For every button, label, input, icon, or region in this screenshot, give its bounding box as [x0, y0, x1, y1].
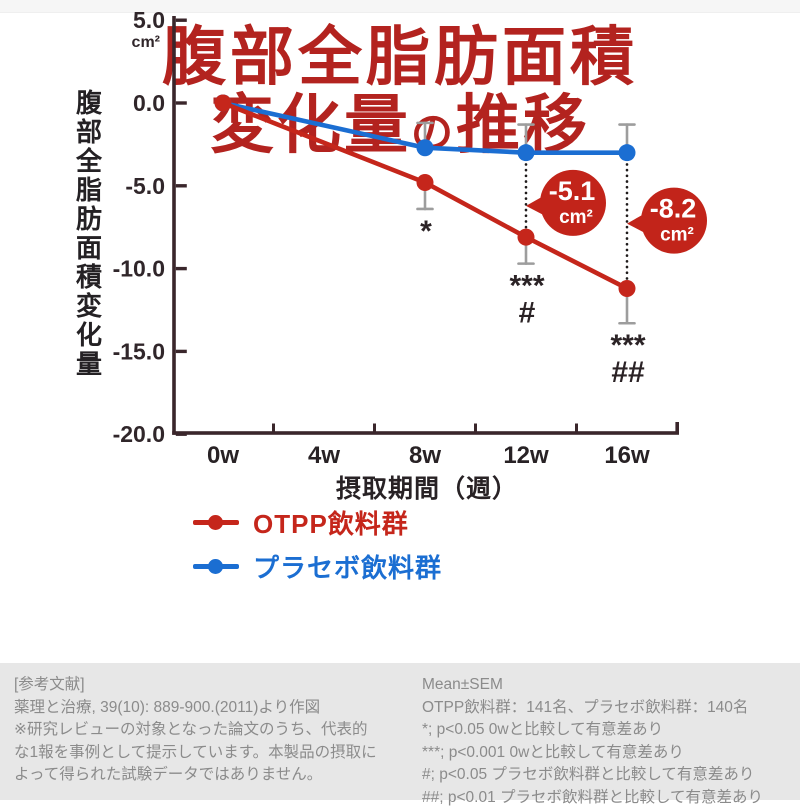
x-tick-label: 0w — [207, 442, 239, 469]
svg-text:全: 全 — [75, 146, 103, 176]
x-tick-label: 8w — [409, 442, 441, 469]
sig-mark: # — [519, 297, 536, 330]
y-tick-labels: 5.0 0.0 -5.0 -10.0 -15.0 -20.0 cm² — [113, 7, 165, 447]
y-axis-tick — [175, 432, 187, 436]
y-tick-label: -20.0 — [113, 421, 165, 447]
svg-text:積: 積 — [76, 262, 102, 292]
footer-references: [参考文献] 薬理と治療, 39(10): 889-900.(2011)より作図… — [14, 676, 377, 783]
title-line-1: 腹部全脂肪面積 — [162, 22, 638, 93]
significance-marks: ****#***## — [420, 215, 646, 389]
y-axis-tick — [175, 266, 187, 271]
data-point — [618, 144, 636, 162]
legend-line-sample — [193, 559, 239, 574]
chart-legend: OTPP飲料群プラセボ飲料群 — [193, 504, 442, 585]
data-point — [416, 173, 434, 191]
footer-stats-notes: Mean±SEM OTPP飲料群：141名、プラセボ飲料群：140名 *; p<… — [422, 676, 764, 806]
x-axis-tick — [474, 423, 477, 432]
diff-connectors — [524, 157, 629, 284]
x-axis-line — [172, 431, 679, 435]
data-point — [517, 144, 535, 162]
svg-text:肪: 肪 — [76, 204, 102, 234]
y-tick-label: -5.0 — [125, 173, 165, 199]
sig-mark: *** — [610, 329, 645, 362]
y-axis-unit: cm² — [132, 34, 160, 51]
svg-text:腹: 腹 — [75, 88, 103, 118]
legend-line-sample — [193, 515, 239, 530]
axes — [172, 16, 679, 436]
y-axis-tick — [175, 349, 187, 354]
badge-value: -5.1 — [549, 176, 596, 206]
y-tick-label: 0.0 — [133, 90, 165, 116]
legend-item-otpp: OTPP飲料群 — [193, 504, 442, 541]
data-point — [214, 94, 232, 112]
legend-dot-sample — [208, 559, 223, 574]
x-tick-labels: 0w 4w 8w 12w 16w 摂取期間（週） — [207, 442, 650, 503]
x-axis-tick — [575, 423, 578, 432]
legend-item-placebo: プラセボ飲料群 — [193, 548, 442, 585]
y-axis-line — [172, 16, 176, 435]
y-axis-tick — [175, 18, 187, 22]
data-point — [517, 228, 535, 246]
fat-area-line-chart: 5.00.0-5.0-10.0-15.0-20.0cm²腹部全脂肪面積変化量0w… — [75, 7, 707, 503]
footer: [参考文献] 薬理と治療, 39(10): 889-900.(2011)より作図… — [0, 663, 800, 806]
svg-text:部: 部 — [76, 117, 102, 147]
y-tick-label: 5.0 — [133, 7, 165, 33]
badge-unit: cm² — [660, 225, 694, 246]
svg-text:量: 量 — [76, 349, 102, 379]
x-axis-tick — [373, 423, 376, 432]
sig-mark: *** — [509, 270, 544, 303]
svg-text:変: 変 — [76, 291, 102, 321]
top-strip — [0, 0, 800, 13]
legend-label: OTPP飲料群 — [253, 509, 409, 539]
x-tick-label: 12w — [503, 442, 549, 469]
series-markers-otpp — [214, 94, 636, 297]
svg-text:面: 面 — [76, 233, 102, 263]
x-axis-end-tick — [675, 422, 679, 432]
y-axis-tick — [175, 101, 187, 105]
badge-unit: cm² — [559, 207, 593, 228]
svg-text:脂: 脂 — [76, 175, 102, 205]
badge-circle — [641, 187, 707, 254]
sig-mark: * — [420, 215, 432, 248]
legend-label: プラセボ飲料群 — [253, 553, 443, 583]
x-axis-title: 摂取期間（週） — [336, 474, 518, 503]
y-tick-label: -10.0 — [113, 256, 165, 282]
data-point — [416, 139, 434, 157]
legend-dot-sample — [208, 515, 223, 530]
y-axis-tick — [175, 184, 187, 188]
title-line2-pre: 変化量 — [209, 90, 411, 161]
badge-circle — [540, 169, 606, 236]
y-tick-label: -15.0 — [113, 338, 165, 364]
series-line-otpp — [220, 100, 630, 291]
data-point — [618, 279, 636, 297]
svg-text:化: 化 — [76, 320, 102, 350]
x-axis-tick — [272, 423, 275, 432]
sig-mark: ## — [611, 356, 645, 389]
x-tick-label: 16w — [604, 442, 650, 469]
x-tick-label: 4w — [308, 442, 340, 469]
series-line-placebo — [220, 100, 630, 155]
badge-value: -8.2 — [650, 194, 697, 224]
